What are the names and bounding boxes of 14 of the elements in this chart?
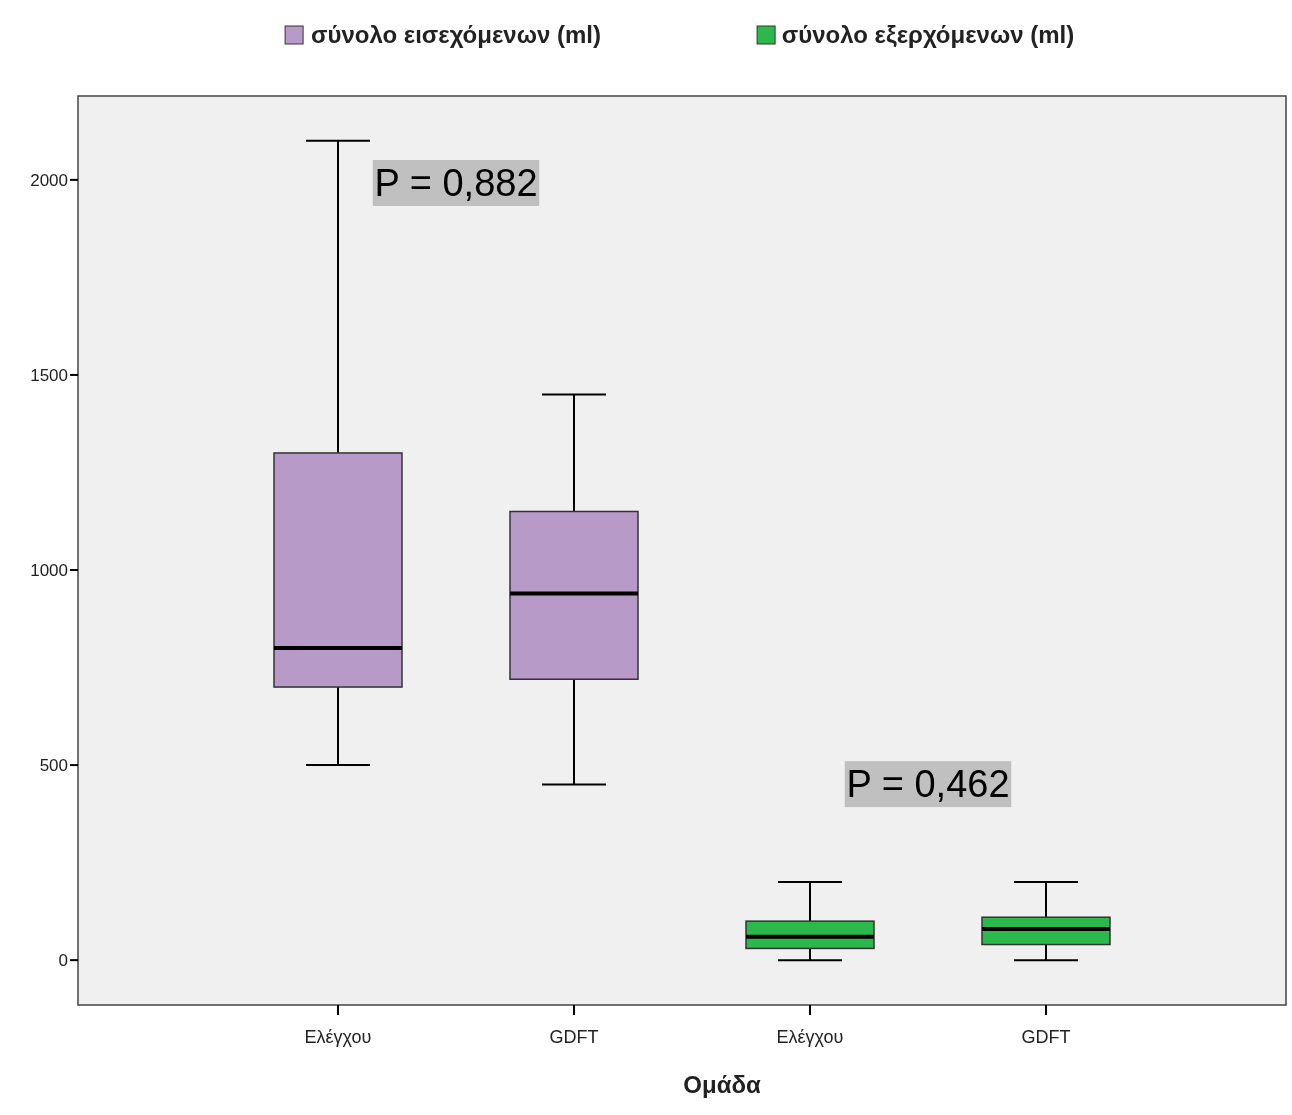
y-tick-label: 500 bbox=[39, 756, 68, 776]
x-tick-label: Ελέγχου bbox=[304, 1027, 372, 1047]
legend-label: σύνολο εισεχόμενων (ml) bbox=[311, 21, 601, 48]
x-tick-label: GDFT bbox=[549, 1027, 599, 1047]
y-tick-label: 1500 bbox=[30, 365, 68, 385]
y-tick-label: 2000 bbox=[30, 170, 68, 190]
legend-label: σύνολο εξερχόμενων (ml) bbox=[781, 21, 1075, 48]
x-axis-title: Ομάδα bbox=[683, 1071, 761, 1098]
annotation: P = 0,462 bbox=[846, 763, 1010, 806]
y-tick-label: 1000 bbox=[30, 561, 68, 581]
annotation: P = 0,882 bbox=[374, 162, 538, 204]
x-tick-label: Ελέγχου bbox=[776, 1027, 844, 1047]
x-tick-label: GDFT bbox=[1021, 1027, 1071, 1047]
y-tick-label: 0 bbox=[58, 951, 68, 971]
